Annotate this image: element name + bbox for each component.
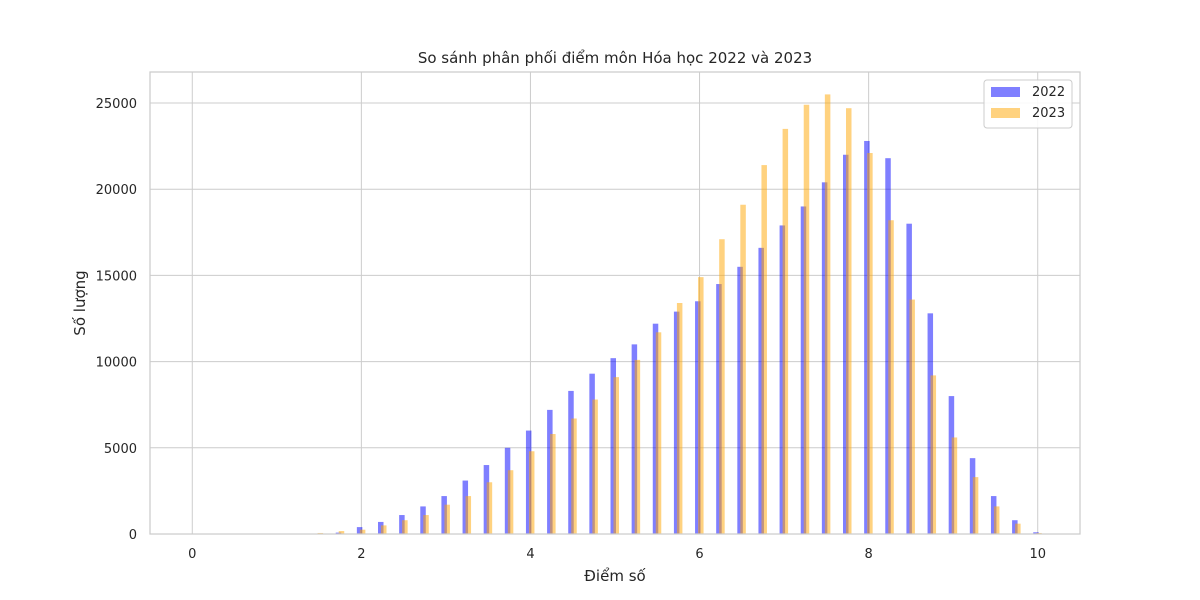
x-tick-label: 4 — [526, 547, 534, 562]
x-tick-label: 6 — [695, 547, 703, 562]
bar-2023-7 — [782, 128, 789, 534]
bar-2022-8.75 — [927, 313, 934, 534]
bar-2022-9.5 — [990, 496, 997, 534]
bar-2022-1.75 — [335, 532, 342, 534]
bar-2022-4.5 — [568, 390, 574, 534]
bar-2022-7.75 — [843, 154, 849, 534]
y-tick-label: 5000 — [104, 442, 137, 457]
y-tick-label: 20000 — [96, 183, 137, 198]
bar-2022-5 — [610, 358, 616, 534]
bar-2022-3.75 — [504, 447, 511, 534]
bar-2022-8.5 — [906, 223, 912, 534]
bar-2022-3 — [441, 496, 447, 534]
bar-2023-5.5 — [655, 332, 662, 534]
bar-2023-4.5 — [571, 418, 577, 534]
y-tick-label: 25000 — [96, 97, 137, 112]
bar-2023-2.75 — [423, 515, 429, 534]
y-tick-label: 0 — [129, 528, 137, 543]
bar-2023-4 — [528, 451, 535, 534]
x-tick-label: 0 — [188, 547, 196, 562]
x-axis-label: Điểm số — [584, 567, 646, 585]
bar-2023-7.25 — [803, 104, 810, 534]
bar-2022-9.75 — [1012, 520, 1018, 534]
bar-2023-1.75 — [338, 531, 345, 534]
bar-2023-4.25 — [550, 434, 556, 534]
y-tick-label: 10000 — [96, 356, 137, 371]
bar-2023-4.75 — [592, 399, 598, 534]
bar-2022-4 — [525, 430, 532, 534]
bar-2023-7.5 — [824, 94, 831, 534]
bar-2022-6.5 — [737, 266, 743, 534]
plot-frame — [149, 71, 1081, 535]
bar-2023-6 — [698, 277, 704, 534]
bar-2022-8.25 — [885, 158, 891, 534]
legend-label-2022: 2022 — [1032, 85, 1065, 100]
bar-2022-9.25 — [969, 458, 976, 534]
bar-2022-10 — [1033, 532, 1039, 534]
bar-2023-2.25 — [381, 525, 387, 534]
legend-swatch-2023 — [991, 108, 1020, 118]
bar-2022-8 — [864, 140, 870, 534]
bar-2023-9.25 — [972, 477, 979, 534]
y-axis-label: Số lượng — [71, 270, 89, 335]
bar-2023-9.5 — [993, 506, 1000, 534]
bar-2023-8.5 — [909, 299, 915, 534]
bar-2023-6.75 — [761, 165, 767, 534]
chart-title: So sánh phân phối điểm môn Hóa học 2022 … — [418, 49, 812, 67]
bar-2022-6 — [695, 301, 701, 534]
bars — [314, 94, 1042, 535]
legend-swatch-2022 — [991, 87, 1020, 97]
bar-2023-3 — [444, 504, 450, 534]
bar-2023-5.25 — [634, 359, 641, 534]
bar-2022-5.5 — [652, 323, 659, 534]
bar-2023-2.5 — [402, 520, 408, 534]
bar-2022-4.75 — [589, 373, 595, 534]
bar-2022-7 — [779, 225, 786, 534]
bar-2023-9 — [951, 437, 958, 534]
x-tick-label: 2 — [357, 547, 365, 562]
bar-2022-5.25 — [631, 344, 638, 534]
bar-2022-2.25 — [378, 521, 384, 534]
bar-2022-6.25 — [716, 284, 722, 534]
bar-2023-2 — [359, 529, 366, 534]
bar-2022-2.5 — [399, 515, 405, 534]
bar-2023-3.5 — [486, 482, 493, 534]
legend-label-2023: 2023 — [1032, 106, 1065, 121]
bar-2023-5.75 — [676, 303, 683, 534]
bar-2022-9 — [948, 396, 955, 534]
bar-2022-3.25 — [462, 480, 469, 534]
bar-2022-7.5 — [821, 182, 828, 534]
bar-2022-6.75 — [758, 247, 764, 534]
bar-2022-2.75 — [420, 506, 426, 534]
bar-2022-4.25 — [547, 409, 553, 534]
bar-2023-6.25 — [719, 239, 725, 534]
bar-2023-6.5 — [740, 204, 746, 535]
bar-2023-9.75 — [1015, 523, 1021, 534]
bar-2023-3.25 — [465, 496, 472, 534]
bar-2023-3.75 — [507, 470, 514, 534]
bar-2023-8 — [867, 153, 873, 534]
bar-2023-8.25 — [888, 220, 894, 534]
x-axis: 0 2 4 6 8 10 — [188, 547, 1046, 562]
bar-2023-5 — [613, 377, 619, 534]
x-tick-label: 10 — [1029, 547, 1046, 562]
bar-2023-8.75 — [930, 375, 937, 534]
y-tick-label: 15000 — [96, 269, 137, 284]
legend: 2022 2023 — [983, 79, 1073, 129]
bar-2022-3.5 — [483, 465, 490, 534]
y-axis: 0 5000 10000 15000 20000 25000 — [96, 97, 137, 543]
bar-2022-5.75 — [673, 311, 680, 534]
x-tick-label: 8 — [864, 547, 872, 562]
bar-2022-2 — [356, 527, 363, 534]
bar-2022-7.25 — [800, 206, 807, 534]
bar-2023-7.75 — [846, 108, 852, 534]
